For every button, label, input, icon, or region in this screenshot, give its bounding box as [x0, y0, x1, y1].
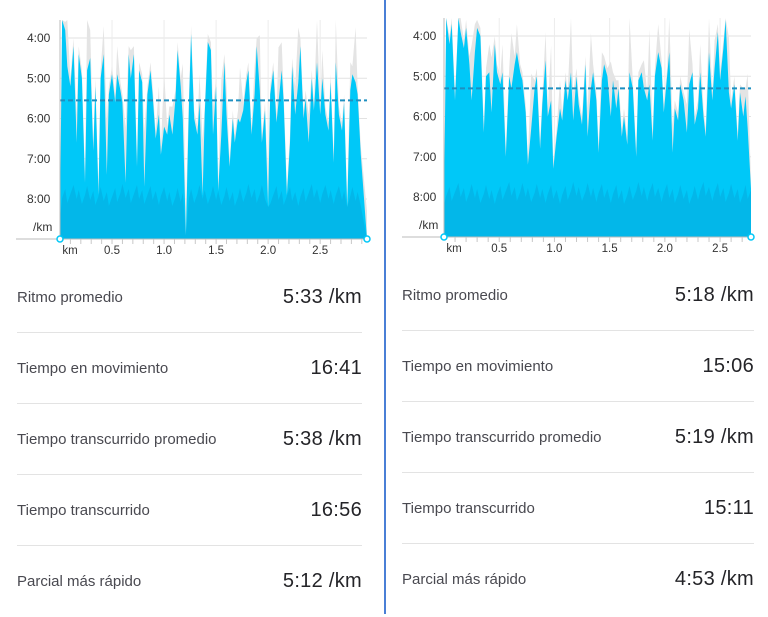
stat-value: 15:06: [702, 354, 754, 377]
y-tick-label: 7:00: [413, 150, 437, 164]
stat-row-elapsed-time: Tiempo transcurrido 16:56: [17, 475, 362, 546]
stat-value: 5:18 /km: [674, 283, 754, 306]
stat-value: 5:12 /km: [282, 570, 362, 592]
stat-row-moving-time: Tiempo en movimiento 16:41: [17, 333, 362, 404]
stat-value: 4:53 /km: [674, 568, 754, 590]
stat-row-avg-pace: Ritmo promedio 5:18 /km: [402, 260, 754, 331]
x-tick-label: 1.5: [602, 243, 618, 255]
activity-panel-left: 4:00 5:00 6:00 7:00 8:00/km km 0.5 1.0 1.5 2.0 2.5…: [0, 0, 384, 614]
panel-divider: [384, 0, 386, 614]
stat-row-moving-time: Tiempo en movimiento 15:06: [402, 331, 754, 402]
y-tick-label: 7:00: [27, 152, 51, 166]
x-tick-label: 1.0: [156, 245, 172, 257]
x-tick-label: 2.0: [260, 245, 276, 257]
stat-value: 16:41: [310, 356, 362, 379]
stat-label: Ritmo promedio: [402, 286, 508, 304]
y-tick-label: 8:00: [413, 190, 437, 204]
stat-row-elapsed-time: Tiempo transcurrido 15:11: [402, 473, 754, 544]
y-unit-label: /km: [33, 220, 52, 234]
stat-label: Parcial más rápido: [402, 571, 527, 588]
pace-chart[interactable]: 4:00 5:00 6:00 7:00 8:00/km km 0.5 1.0 1.5 2.0 2.5: [0, 0, 384, 265]
stat-value: 16:56: [310, 498, 362, 521]
pace-chart-svg[interactable]: 4:00 5:00 6:00 7:00 8:00/km km 0.5 1.0 1.5 2.0 2.5: [0, 0, 384, 265]
pace-chart-svg[interactable]: 4:00 5:00 6:00 7:00 8:00/km km 0.5 1.0 1.5 2.0 2.5: [386, 0, 768, 265]
stats-list: Ritmo promedio 5:33 /km Tiempo en movimi…: [17, 262, 362, 617]
activity-panel-right: 4:00 5:00 6:00 7:00 8:00/km km 0.5 1.0 1.5 2.0 2.5…: [386, 0, 768, 614]
x-tick-label: 0.5: [491, 243, 507, 255]
y-tick-label: 4:00: [27, 31, 51, 45]
stat-label: Tiempo transcurrido promedio: [402, 428, 602, 446]
chart-start-marker: [440, 233, 448, 241]
stat-label: Tiempo en movimiento: [17, 359, 169, 377]
x-tick-label: 2.5: [312, 245, 328, 257]
stat-value: 5:33 /km: [282, 285, 362, 308]
pace-area-shade: [60, 184, 367, 239]
y-unit-label: /km: [419, 218, 438, 232]
y-tick-label: 5:00: [413, 69, 437, 83]
chart-end-marker: [747, 233, 755, 241]
chart-start-marker: [56, 235, 64, 243]
stat-row-avg-elapsed-pace: Tiempo transcurrido promedio 5:19 /km: [402, 402, 754, 473]
y-tick-label: 8:00: [27, 192, 51, 206]
chart-end-marker: [363, 235, 371, 243]
pace-chart[interactable]: 4:00 5:00 6:00 7:00 8:00/km km 0.5 1.0 1.5 2.0 2.5: [386, 0, 768, 265]
x-tick-label: km: [446, 243, 461, 255]
stat-label: Tiempo transcurrido: [17, 501, 150, 519]
stat-row-avg-pace: Ritmo promedio 5:33 /km: [17, 262, 362, 333]
stat-label: Tiempo transcurrido: [402, 499, 535, 517]
stat-label: Tiempo en movimiento: [402, 357, 554, 375]
x-tick-label: 1.0: [546, 243, 562, 255]
stat-label: Ritmo promedio: [17, 288, 123, 306]
y-tick-label: 4:00: [413, 29, 437, 43]
stat-row-avg-elapsed-pace: Tiempo transcurrido promedio 5:38 /km: [17, 404, 362, 475]
x-tick-label: 0.5: [104, 245, 120, 257]
x-tick-label: 2.0: [657, 243, 673, 255]
stats-list: Ritmo promedio 5:18 /km Tiempo en movimi…: [402, 260, 754, 615]
stat-value: 15:11: [703, 496, 754, 519]
stat-label: Tiempo transcurrido promedio: [17, 430, 217, 448]
x-tick-label: km: [62, 245, 77, 257]
y-tick-label: 6:00: [413, 110, 437, 124]
stat-label: Parcial más rápido: [17, 573, 142, 590]
y-tick-label: 5:00: [27, 71, 51, 85]
pace-area: [60, 20, 367, 239]
stat-row-fastest-split: Parcial más rápido 5:12 /km: [17, 546, 362, 617]
pace-area-shade: [444, 182, 751, 237]
stat-value: 5:19 /km: [674, 425, 754, 448]
stat-row-fastest-split: Parcial más rápido 4:53 /km: [402, 544, 754, 615]
x-tick-label: 1.5: [208, 245, 224, 257]
pace-area: [444, 18, 751, 237]
x-tick-label: 2.5: [712, 243, 728, 255]
y-tick-label: 6:00: [27, 112, 51, 126]
stat-value: 5:38 /km: [282, 427, 362, 450]
